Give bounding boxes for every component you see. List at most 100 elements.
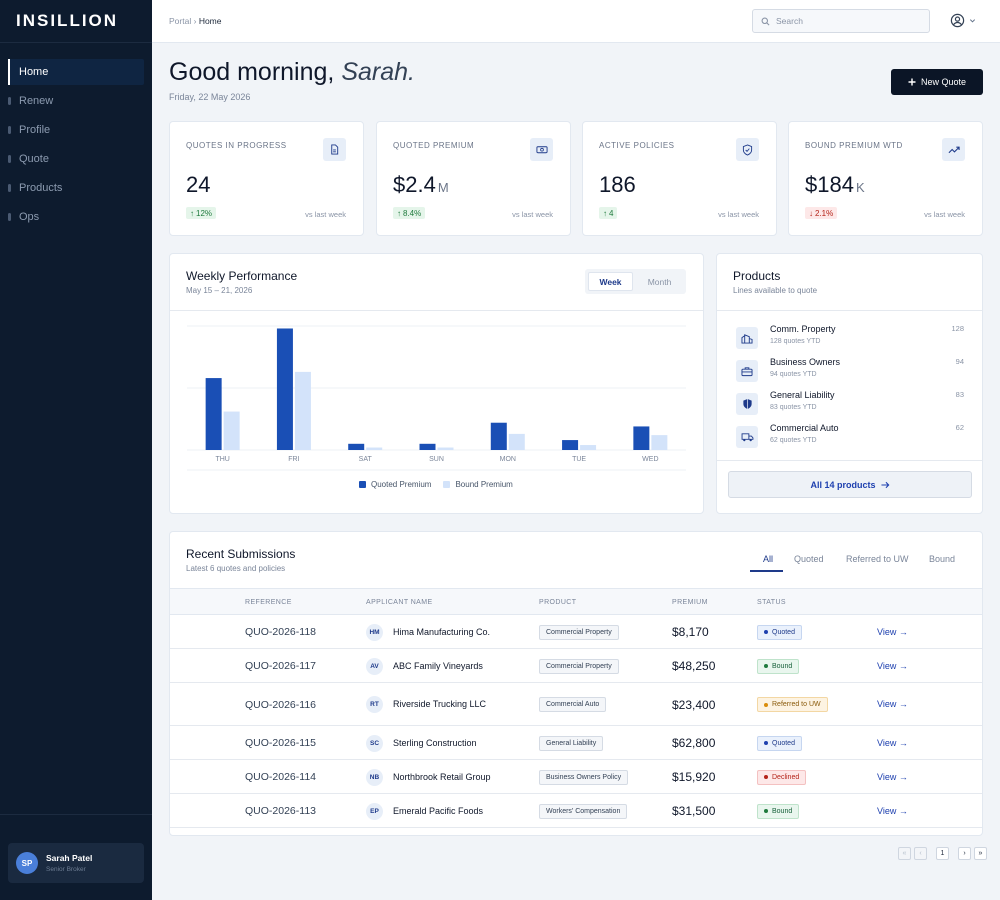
table-row[interactable]: QUO-2026-117 AV ABC Family Vineyards Commer…	[170, 649, 982, 683]
kpi-card-active-policies[interactable]: ACTIVE POLICIES 186 ↑ 4 vs last week	[582, 121, 777, 236]
applicant-name: Hima Manufacturing Co.	[393, 626, 491, 637]
legend-item-bound: Bound Premium	[443, 480, 513, 489]
sidebar-item-renew[interactable]: Renew	[8, 88, 144, 114]
new-quote-button[interactable]: New Quote	[891, 69, 983, 95]
arrow-right-icon	[880, 481, 889, 488]
bar-bound-wed[interactable]	[651, 435, 668, 450]
product-tag: Commercial Property	[539, 624, 619, 640]
sidebar-item-ops[interactable]: Ops	[8, 204, 144, 230]
product-tag: Workers' Compensation	[539, 803, 628, 819]
applicant-avatar: EP	[366, 802, 383, 820]
bar-quoted-sat[interactable]	[348, 443, 365, 450]
view-link[interactable]: View →	[877, 805, 908, 816]
sidebar-item-home[interactable]: Home	[8, 59, 144, 85]
status-label: Quoted	[772, 739, 795, 747]
premium-cell: $31,500	[672, 804, 716, 818]
shield-check-icon	[736, 138, 759, 161]
bar-quoted-sun[interactable]	[419, 443, 436, 450]
status-badge: Declined	[757, 769, 807, 785]
prev-page-button[interactable]: ‹	[914, 847, 927, 860]
truck-icon	[736, 426, 758, 448]
nav-dot-icon	[8, 155, 11, 163]
applicant-avatar: AV	[366, 657, 383, 675]
account-menu[interactable]	[950, 13, 976, 28]
kpi-number: $184	[805, 172, 854, 197]
nav-dot-icon	[8, 126, 11, 134]
kpi-delta-badge: ↓ 2.1%	[805, 207, 838, 219]
status-badge: Referred to UW	[757, 697, 828, 712]
premium-cell: $48,250	[672, 659, 716, 673]
sidebar-item-products[interactable]: Products	[8, 175, 144, 201]
bar-quoted-tue[interactable]	[562, 440, 579, 450]
bar-bound-sat[interactable]	[366, 447, 383, 450]
first-page-button[interactable]: «	[898, 847, 911, 860]
toggle-month-button[interactable]: Month	[647, 276, 672, 287]
applicant-name: ABC Family Vineyards	[393, 660, 483, 671]
bar-quoted-mon[interactable]	[490, 422, 507, 450]
view-link[interactable]: View →	[877, 771, 908, 782]
bar-quoted-wed[interactable]	[633, 426, 650, 450]
product-item-general-liability[interactable]: General Liability 83 quotes YTD 83	[734, 390, 966, 418]
user-card[interactable]: SP Sarah Patel Senior Broker	[8, 843, 144, 883]
table-row[interactable]: QUO-2026-114 NB Northbrook Retail Group Bus…	[170, 760, 982, 794]
status-label: Declined	[772, 773, 800, 781]
bar-bound-thu[interactable]	[223, 411, 240, 450]
kpi-value: 24	[186, 172, 212, 198]
table-row[interactable]: QUO-2026-115 SC Sterling Construction Gener…	[170, 726, 982, 760]
kpi-delta: 12%	[196, 208, 213, 218]
tab-all[interactable]: All	[763, 554, 774, 564]
bar-quoted-fri[interactable]	[276, 328, 293, 450]
premium-cell: $23,400	[672, 697, 716, 712]
page-1-button[interactable]: 1	[936, 847, 949, 860]
status-badge: Bound	[757, 803, 800, 819]
sidebar-item-label: Profile	[19, 124, 51, 136]
table-row[interactable]: QUO-2026-116 RT Riverside Trucking LLC Comm…	[170, 683, 982, 726]
kpi-card-quoted-premium[interactable]: QUOTED PREMIUM $2.4 M ↑ 8.4% vs last week	[376, 121, 571, 236]
shield-icon	[736, 393, 758, 415]
search-input[interactable]: Search	[752, 9, 930, 33]
kpi-card-bound-premium-wtd[interactable]: BOUND PREMIUM WTD $184 K ↓ 2.1% vs last we…	[788, 121, 983, 236]
x-tick-label: FRI	[288, 456, 299, 463]
last-page-button[interactable]: »	[974, 847, 987, 860]
product-sub: 83 quotes YTD	[770, 404, 817, 411]
premium-cell: $62,800	[672, 736, 716, 750]
search-icon	[761, 17, 770, 25]
product-item-commercial-auto[interactable]: Commercial Auto 62 quotes YTD 62	[734, 423, 966, 451]
view-link[interactable]: View →	[877, 660, 908, 671]
new-quote-label: New Quote	[920, 77, 967, 87]
recent-submissions-panel: Recent Submissions Latest 6 quotes and p…	[169, 531, 983, 836]
status-dot-icon	[764, 775, 768, 779]
kpi-delta: 2.1%	[815, 208, 834, 218]
product-name: Business Owners	[770, 357, 841, 367]
table-row[interactable]: QUO-2026-113 EP Emerald Pacific Foods Worke…	[170, 794, 982, 828]
product-item-comm-property[interactable]: Comm. Property 128 quotes YTD 128	[734, 324, 966, 352]
sidebar-item-quote[interactable]: Quote	[8, 146, 144, 172]
greeting-heading: Good morning, Sarah.	[169, 58, 415, 87]
tab-referred-to-uw[interactable]: Referred to UW	[846, 554, 909, 564]
bar-bound-mon[interactable]	[508, 433, 525, 450]
view-link[interactable]: View →	[877, 737, 908, 748]
panel-subtitle: Latest 6 quotes and policies	[186, 564, 286, 573]
tab-bound[interactable]: Bound	[929, 554, 956, 564]
view-link[interactable]: View →	[877, 699, 908, 709]
breadcrumb-current: Home	[198, 16, 222, 26]
brand-logo[interactable]: INSILLION	[16, 11, 119, 30]
product-item-business-owners[interactable]: Business Owners 94 quotes YTD 94	[734, 357, 966, 385]
next-page-button[interactable]: ›	[958, 847, 971, 860]
toggle-week-button[interactable]: Week	[588, 272, 633, 291]
status-badge: Quoted	[757, 735, 802, 751]
bar-bound-tue[interactable]	[580, 445, 597, 450]
tab-quoted[interactable]: Quoted	[794, 554, 824, 564]
kpi-card-quotes-in-progress[interactable]: QUOTES IN PROGRESS 24 ↑ 12% vs last week	[169, 121, 364, 236]
product-tag: Business Owners Policy	[539, 769, 629, 785]
bar-bound-sun[interactable]	[437, 447, 454, 450]
view-link[interactable]: View →	[877, 626, 908, 637]
bar-bound-fri[interactable]	[294, 371, 311, 450]
active-indicator	[8, 59, 10, 85]
all-products-button[interactable]: All 14 products	[728, 471, 972, 498]
table-row[interactable]: QUO-2026-118 HM Hima Manufacturing Co. Comm…	[170, 615, 982, 649]
premium-cell: $15,920	[672, 770, 716, 784]
breadcrumb-portal[interactable]: Portal	[169, 16, 192, 26]
sidebar-item-profile[interactable]: Profile	[8, 117, 144, 143]
bar-quoted-thu[interactable]	[205, 378, 222, 450]
